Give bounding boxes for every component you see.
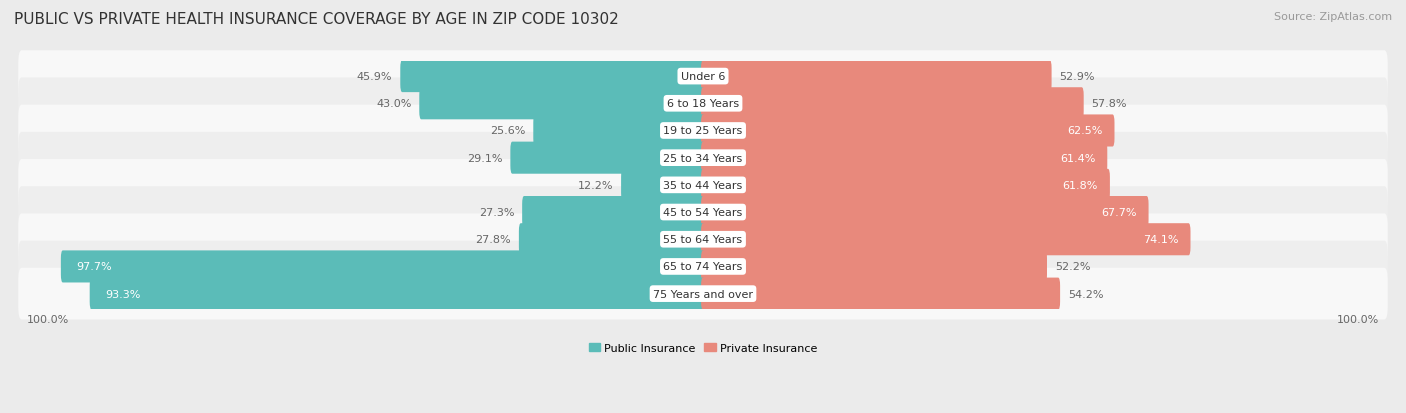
Text: 61.8%: 61.8% [1063,180,1098,190]
Text: 12.2%: 12.2% [578,180,613,190]
FancyBboxPatch shape [18,105,1388,157]
Text: 61.4%: 61.4% [1060,153,1095,163]
FancyBboxPatch shape [18,51,1388,103]
Text: 45.9%: 45.9% [357,72,392,82]
Text: 97.7%: 97.7% [76,262,111,272]
FancyBboxPatch shape [702,115,1115,147]
FancyBboxPatch shape [18,78,1388,130]
FancyBboxPatch shape [702,61,1052,93]
FancyBboxPatch shape [18,187,1388,238]
Text: Source: ZipAtlas.com: Source: ZipAtlas.com [1274,12,1392,22]
Text: 55 to 64 Years: 55 to 64 Years [664,235,742,244]
Text: 25.6%: 25.6% [491,126,526,136]
FancyBboxPatch shape [702,88,1084,120]
Text: 45 to 54 Years: 45 to 54 Years [664,208,742,218]
Text: 57.8%: 57.8% [1091,99,1128,109]
FancyBboxPatch shape [90,278,704,310]
FancyBboxPatch shape [18,241,1388,292]
Text: 93.3%: 93.3% [105,289,141,299]
Text: 29.1%: 29.1% [467,153,502,163]
Text: Under 6: Under 6 [681,72,725,82]
FancyBboxPatch shape [60,251,704,283]
FancyBboxPatch shape [510,142,704,174]
Text: 74.1%: 74.1% [1143,235,1178,244]
Text: 67.7%: 67.7% [1101,208,1137,218]
FancyBboxPatch shape [533,115,704,147]
Text: 27.8%: 27.8% [475,235,510,244]
Text: 27.3%: 27.3% [479,208,515,218]
Text: 52.9%: 52.9% [1060,72,1095,82]
Text: 25 to 34 Years: 25 to 34 Years [664,153,742,163]
Text: 54.2%: 54.2% [1069,289,1104,299]
Text: 19 to 25 Years: 19 to 25 Years [664,126,742,136]
FancyBboxPatch shape [18,214,1388,266]
Text: 65 to 74 Years: 65 to 74 Years [664,262,742,272]
Text: 62.5%: 62.5% [1067,126,1102,136]
FancyBboxPatch shape [702,224,1191,256]
FancyBboxPatch shape [702,251,1047,283]
FancyBboxPatch shape [18,268,1388,320]
Text: 75 Years and over: 75 Years and over [652,289,754,299]
Text: 6 to 18 Years: 6 to 18 Years [666,99,740,109]
FancyBboxPatch shape [702,169,1109,202]
FancyBboxPatch shape [401,61,704,93]
FancyBboxPatch shape [519,224,704,256]
FancyBboxPatch shape [621,169,704,202]
FancyBboxPatch shape [18,133,1388,184]
Text: PUBLIC VS PRIVATE HEALTH INSURANCE COVERAGE BY AGE IN ZIP CODE 10302: PUBLIC VS PRIVATE HEALTH INSURANCE COVER… [14,12,619,27]
FancyBboxPatch shape [18,160,1388,211]
Text: 52.2%: 52.2% [1054,262,1091,272]
Text: 35 to 44 Years: 35 to 44 Years [664,180,742,190]
FancyBboxPatch shape [702,278,1060,310]
Legend: Public Insurance, Private Insurance: Public Insurance, Private Insurance [583,339,823,358]
FancyBboxPatch shape [419,88,704,120]
FancyBboxPatch shape [522,197,704,228]
FancyBboxPatch shape [702,197,1149,228]
FancyBboxPatch shape [702,142,1108,174]
Text: 43.0%: 43.0% [375,99,412,109]
